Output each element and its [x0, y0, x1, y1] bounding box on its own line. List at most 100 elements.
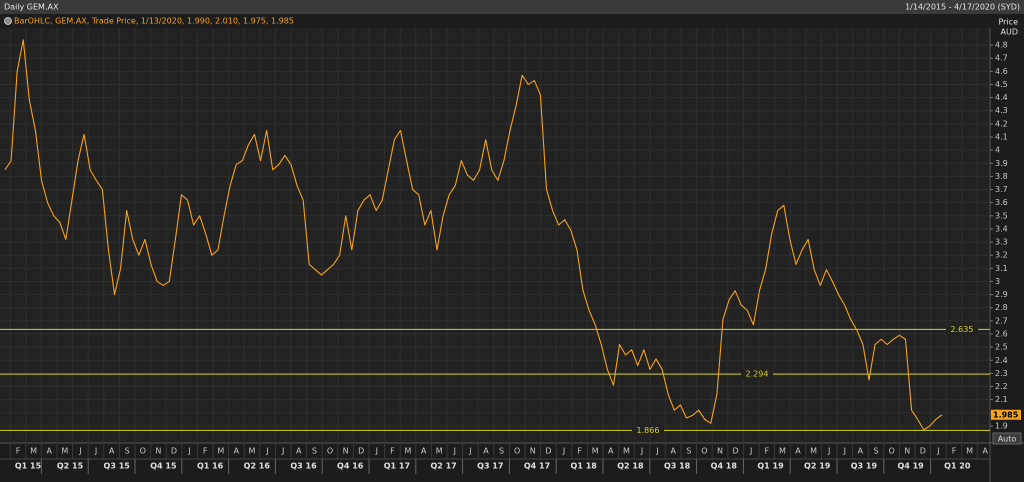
month-label: N: [343, 447, 349, 456]
month-label: A: [483, 447, 489, 456]
y-tick-label: 2.8: [995, 303, 1008, 312]
month-label: D: [920, 447, 926, 456]
quarter-label: Q3 17: [477, 462, 503, 471]
quarter-label: Q4 17: [524, 462, 550, 471]
y-tick-label: 3.6: [995, 198, 1008, 207]
plot-area: [0, 28, 990, 443]
level-label: 1.866: [637, 426, 660, 435]
y-axis-unit: AUD: [1001, 28, 1019, 37]
month-label: N: [155, 447, 161, 456]
quarter-label: Q2 16: [244, 462, 271, 471]
y-tick-label: 4.3: [995, 106, 1008, 115]
month-label: J: [265, 447, 268, 456]
legend-entry: BarOHLC, GEM.AX, Trade Price, 1/13/2020,…: [14, 17, 294, 26]
level-label: 2.635: [951, 325, 974, 334]
y-tick-label: 3.8: [995, 172, 1008, 181]
y-tick-label: 4.6: [995, 67, 1008, 76]
quarter-label: Q4 18: [711, 462, 738, 471]
month-label: F: [203, 447, 208, 456]
quarter-label: Q2 15: [57, 462, 84, 471]
y-tick-label: 4.1: [995, 133, 1008, 142]
level-label-box: [946, 324, 978, 335]
month-label: M: [779, 447, 786, 456]
last-price-box: [991, 409, 1021, 420]
month-label: J: [936, 447, 939, 456]
month-label: O: [888, 447, 894, 456]
quarter-label: Q1 19: [757, 462, 784, 471]
quarter-label: Q4 19: [897, 462, 924, 471]
month-label: M: [623, 447, 630, 456]
last-price-label: 1.985: [993, 410, 1019, 419]
y-tick-label: 4.4: [995, 93, 1008, 102]
y-tick-label: 2.7: [995, 316, 1008, 325]
y-tick-label: 3.2: [995, 251, 1008, 260]
y-tick-label: 4: [995, 146, 1000, 155]
month-label: J: [640, 447, 643, 456]
auto-button[interactable]: Auto: [992, 432, 1022, 445]
quarter-label: Q4 15: [150, 462, 177, 471]
quarter-label: Q1 15: [15, 462, 42, 471]
month-label: M: [810, 447, 817, 456]
price-line: [4, 39, 943, 431]
level-label-box: [632, 425, 664, 436]
month-label: D: [171, 447, 177, 456]
level-label-box: [741, 369, 773, 380]
month-label: S: [125, 447, 130, 456]
month-label: M: [249, 447, 256, 456]
month-label: J: [94, 447, 97, 456]
y-tick-label: 3: [995, 277, 1000, 286]
header-bar: [0, 0, 1024, 14]
y-tick-label: 2.5: [995, 343, 1008, 352]
y-tick-label: 4.8: [995, 41, 1008, 50]
month-label: D: [545, 447, 551, 456]
month-label: J: [187, 447, 190, 456]
month-label: F: [764, 447, 769, 456]
y-tick-label: 3.3: [995, 238, 1008, 247]
month-label: F: [16, 447, 21, 456]
month-label: J: [749, 447, 752, 456]
month-label: S: [312, 447, 317, 456]
month-label: F: [952, 447, 957, 456]
y-tick-label: 2.3: [995, 369, 1008, 378]
quarter-label: Q3 19: [851, 462, 878, 471]
month-label: O: [701, 447, 707, 456]
month-label: M: [217, 447, 224, 456]
month-label: N: [904, 447, 910, 456]
month-label: M: [30, 447, 37, 456]
y-tick-label: 2.9: [995, 290, 1008, 299]
month-label: J: [562, 447, 565, 456]
month-label: N: [530, 447, 536, 456]
month-label: J: [453, 447, 456, 456]
y-tick-label: 4.7: [995, 54, 1008, 63]
month-label: J: [468, 447, 471, 456]
month-label: M: [966, 447, 973, 456]
quarter-label: Q2 17: [430, 462, 456, 471]
auto-button-label[interactable]: Auto: [998, 435, 1017, 444]
month-label: O: [327, 447, 333, 456]
month-label: J: [827, 447, 830, 456]
y-tick-label: 2.6: [995, 329, 1008, 338]
date-range: 1/14/2015 - 4/17/2020 (SYD): [905, 3, 1020, 12]
quarter-label: Q4 16: [337, 462, 364, 471]
month-label: A: [46, 447, 52, 456]
month-label: D: [358, 447, 364, 456]
quarter-label: Q3 16: [290, 462, 317, 471]
y-tick-label: 1.9: [995, 421, 1008, 430]
month-label: A: [858, 447, 864, 456]
month-label: F: [390, 447, 395, 456]
month-label: N: [717, 447, 723, 456]
quarter-label: Q3 15: [104, 462, 131, 471]
quarter-label: Q1 20: [944, 462, 971, 471]
y-tick-label: 4.2: [995, 119, 1008, 128]
level-label: 2.294: [746, 370, 769, 379]
auto-button-box[interactable]: [992, 432, 1022, 445]
month-label: S: [873, 447, 878, 456]
y-tick-label: 3.5: [995, 211, 1008, 220]
month-label: J: [78, 447, 81, 456]
legend-icon[interactable]: [4, 17, 12, 25]
month-label: S: [686, 447, 691, 456]
quarter-label: Q1 16: [197, 462, 224, 471]
y-axis-title: Price: [998, 18, 1018, 27]
chart-title: Daily GEM.AX: [4, 3, 59, 12]
